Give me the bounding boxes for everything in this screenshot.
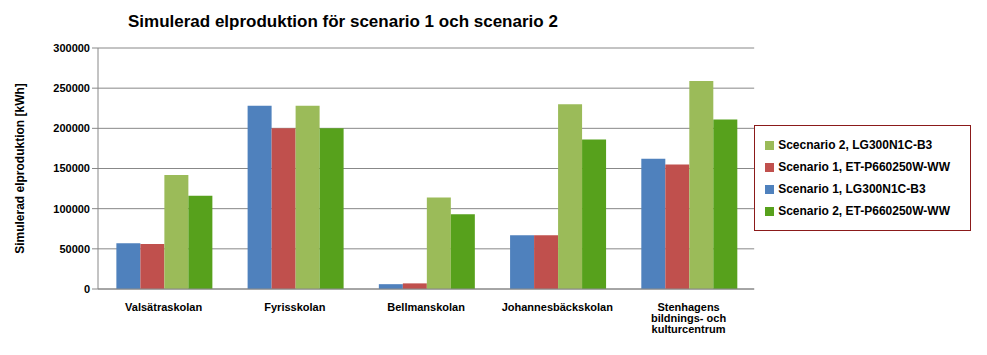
html-text:Scecnario 2, LG300N1C-B3: Scecnario 2, LG300N1C-B3 [778,137,933,152]
svg-text:300000: 300000 [53,42,90,54]
svg-text:Bellmanskolan: Bellmanskolan [387,301,465,313]
html-text:Scenario 1, ET-P660250W-WW: Scenario 1, ET-P660250W-WW [778,159,950,174]
svg-text:0: 0 [84,283,90,295]
svg-text:Valsätraskolan: Valsätraskolan [125,301,202,313]
svg-text:150000: 150000 [53,162,90,174]
svg-text:Stenhagensbildnings- ochkultur: Stenhagensbildnings- ochkulturcentrum [651,301,726,335]
html-text:Scenario 2, ET-P660250W-WW: Scenario 2, ET-P660250W-WW [778,203,950,218]
svg-text:Simulerad elproduktion [kWh]: Simulerad elproduktion [kWh] [13,83,27,254]
html-text:Scenario 1, LG300N1C-B3: Scenario 1, LG300N1C-B3 [778,181,926,196]
svg-text:100000: 100000 [53,203,90,215]
svg-text:Fyrisskolan: Fyrisskolan [264,301,325,313]
svg-text:Johannesbäckskolan: Johannesbäckskolan [502,301,614,313]
svg-text:200000: 200000 [53,122,90,134]
svg-text:250000: 250000 [53,82,90,94]
svg-text:50000: 50000 [59,243,90,255]
html-text:Simulerad elproduktion för sce: Simulerad elproduktion för scenario 1 oc… [128,12,558,31]
